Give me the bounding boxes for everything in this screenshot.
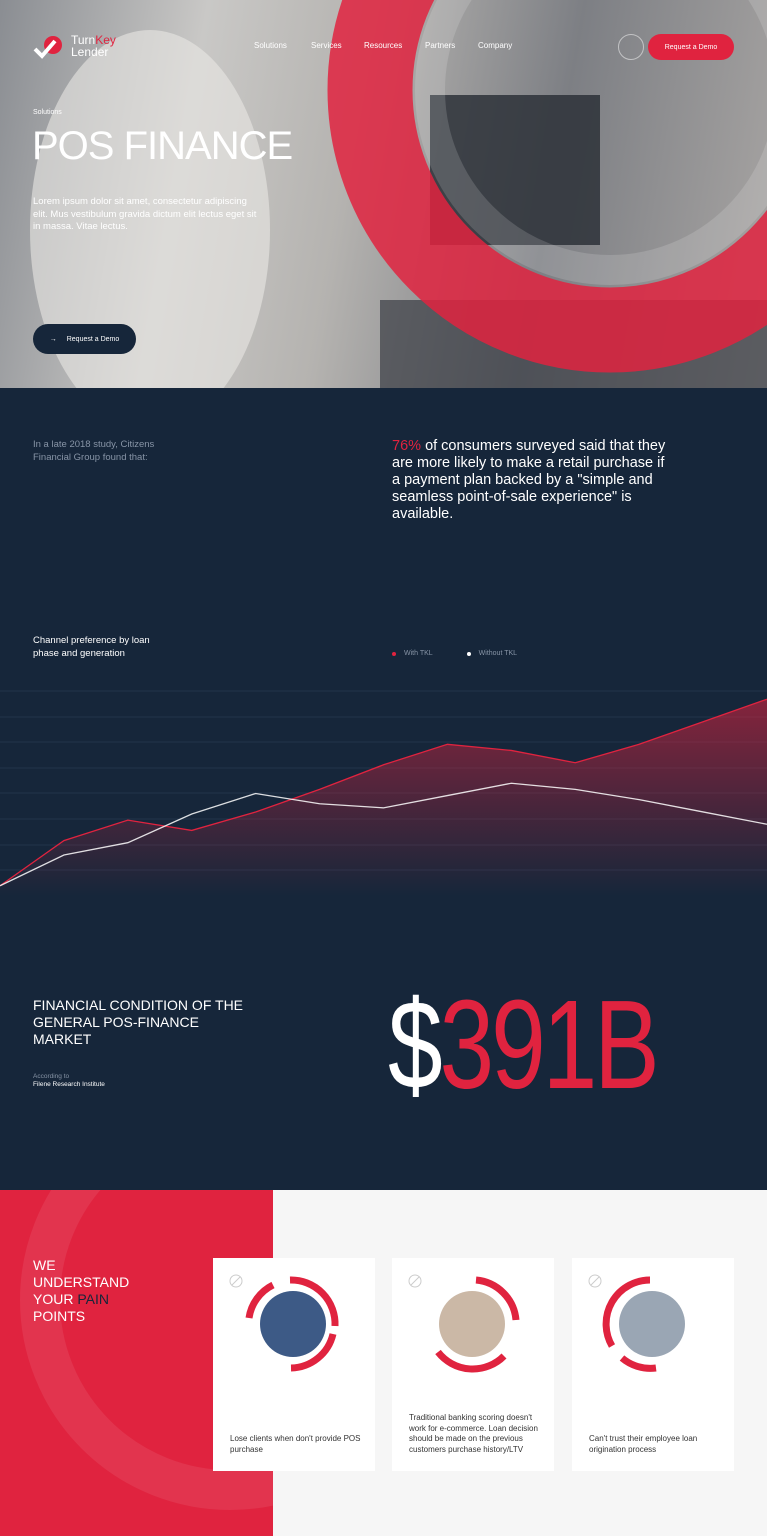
nav-link[interactable]: Resources [364, 41, 403, 50]
button-label: Request a Demo [66, 335, 120, 343]
area [0, 699, 767, 896]
card: Can't trust their employee loan originat… [572, 1258, 734, 1471]
amount: 391B [439, 974, 660, 1115]
card-text: Can't trust their employee loan originat… [589, 1434, 698, 1454]
nav-link[interactable]: Solutions [254, 41, 287, 50]
card-art [408, 1274, 520, 1373]
chart [0, 690, 767, 896]
line [0, 698, 767, 887]
logo-text: Key [95, 33, 116, 47]
hero-title: POS FINANCE [32, 124, 293, 168]
hero-button[interactable]: → Request a Demo [33, 324, 136, 354]
heading-accent: PAIN [77, 1291, 109, 1307]
breadcrumb: Solutions [33, 109, 62, 116]
card: Lose clients when don't provide POS purc… [213, 1258, 375, 1471]
legend-item: Without TKL [466, 650, 518, 657]
logo-text: Lender [71, 45, 109, 59]
market-amount: $391B [388, 974, 660, 1115]
legend-item: With TKL [392, 650, 433, 657]
stat-highlight: 76% [392, 438, 422, 454]
hero-text: Lorem ipsum dolor sit amet, consectetur … [33, 196, 257, 232]
source-label: According to [33, 1073, 70, 1080]
card-text: Traditional banking scoring doesn't work… [409, 1413, 538, 1454]
phone-button[interactable] [618, 34, 644, 60]
logo-text: Turn [71, 33, 96, 47]
logo-mark [33, 36, 62, 59]
market-title: FINANCIAL CONDITION OF THE GENERAL POS-F… [33, 997, 244, 1047]
stat-intro: In a late 2018 study, Citizens Financial… [33, 439, 155, 463]
hero-art [30, 0, 767, 388]
stat-text: 76% of consumers surveyed said that they… [392, 438, 672, 523]
card-art [588, 1274, 685, 1372]
stat-body: of consumers surveyed said that they are… [392, 438, 666, 522]
legend-swatch [466, 651, 471, 656]
card: Traditional banking scoring doesn't work… [392, 1258, 554, 1471]
card-text: Lose clients when don't provide POS purc… [230, 1434, 361, 1454]
heading-text: POINTS [33, 1308, 86, 1324]
demo-button[interactable]: Request a Demo [648, 34, 734, 60]
pain-heading: WE UNDERSTAND YOUR PAIN POINTS [33, 1257, 129, 1325]
chart-title: Channel preference by loan phase and gen… [33, 635, 150, 659]
heading-text: WE UNDERSTAND YOUR [33, 1257, 130, 1307]
legend-label: Without TKL [478, 650, 518, 657]
currency: $ [388, 974, 443, 1115]
legend: With TKL Without TKL [392, 650, 517, 657]
nav-link[interactable]: Partners [425, 41, 456, 50]
source: Filene Research Institute [33, 1081, 105, 1088]
nav-link[interactable]: Services [311, 41, 342, 50]
legend-label: With TKL [404, 650, 433, 657]
hero: TurnKey Lender Solutions Services Resourc… [0, 0, 767, 388]
card-art [229, 1274, 339, 1372]
nav-link[interactable]: Company [478, 41, 513, 50]
line [0, 782, 767, 887]
logo: TurnKey Lender [71, 34, 116, 58]
legend-swatch [392, 651, 396, 656]
panel-art [20, 1190, 273, 1510]
